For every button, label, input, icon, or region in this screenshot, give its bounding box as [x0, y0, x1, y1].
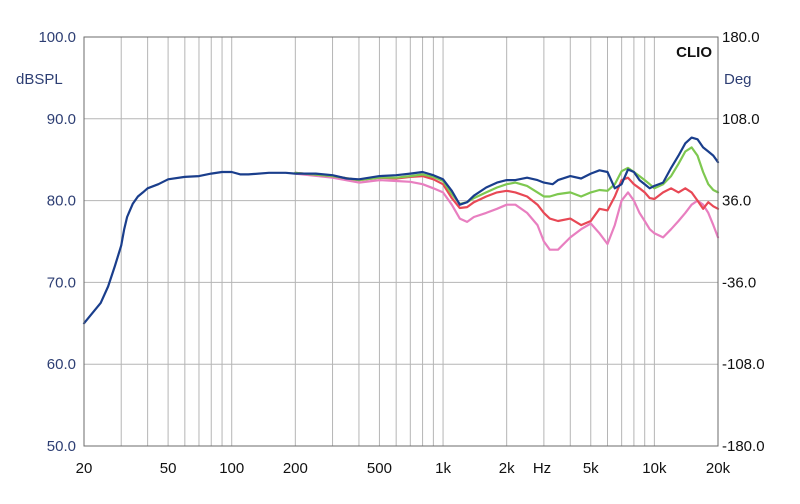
- x-tick-label: 20: [76, 460, 93, 477]
- y-left-tick-label: 90.0: [47, 111, 76, 128]
- x-tick-label: 5k: [583, 460, 599, 477]
- series-line-3: [294, 146, 720, 205]
- y-right-axis-label: Deg: [724, 71, 752, 88]
- series-line-2: [294, 171, 720, 227]
- x-tick-label: 100: [219, 460, 244, 477]
- y-left-axis-label: dBSPL: [16, 71, 63, 88]
- clio-watermark: CLIO: [676, 44, 712, 61]
- y-right-tick-labels: 180.0 108.0 36.0 -36.0 -108.0 -180.0: [722, 29, 765, 455]
- x-tick-labels: 20 50 100 200 500 1k 2k 5k 10k 20k: [76, 460, 731, 477]
- series-line-1: [294, 172, 720, 251]
- y-right-tick-label: -180.0: [722, 438, 765, 455]
- y-left-tick-label: 100.0: [38, 29, 76, 46]
- y-left-tick-labels: 100.0 90.0 80.0 70.0 60.0 50.0: [38, 29, 76, 455]
- y-left-tick-label: 80.0: [47, 193, 76, 210]
- x-tick-label: 10k: [642, 460, 667, 477]
- x-tick-label: 20k: [706, 460, 731, 477]
- x-tick-label: 200: [283, 460, 308, 477]
- x-unit-label: Hz: [533, 460, 551, 477]
- x-tick-label: 500: [367, 460, 392, 477]
- y-right-tick-label: -36.0: [722, 274, 756, 291]
- x-tick-label: 1k: [435, 460, 451, 477]
- y-right-tick-label: 36.0: [722, 193, 751, 210]
- x-tick-label: 50: [160, 460, 177, 477]
- y-left-tick-label: 70.0: [47, 274, 76, 291]
- x-tick-label: 2k: [499, 460, 515, 477]
- y-left-tick-label: 60.0: [47, 356, 76, 373]
- y-right-tick-label: 180.0: [722, 29, 760, 46]
- series-group: [82, 136, 720, 325]
- plot-frame: [83, 36, 719, 447]
- y-right-tick-label: 108.0: [722, 111, 760, 128]
- y-right-tick-label: -108.0: [722, 356, 765, 373]
- series-line-4: [82, 136, 720, 325]
- y-left-tick-label: 50.0: [47, 438, 76, 455]
